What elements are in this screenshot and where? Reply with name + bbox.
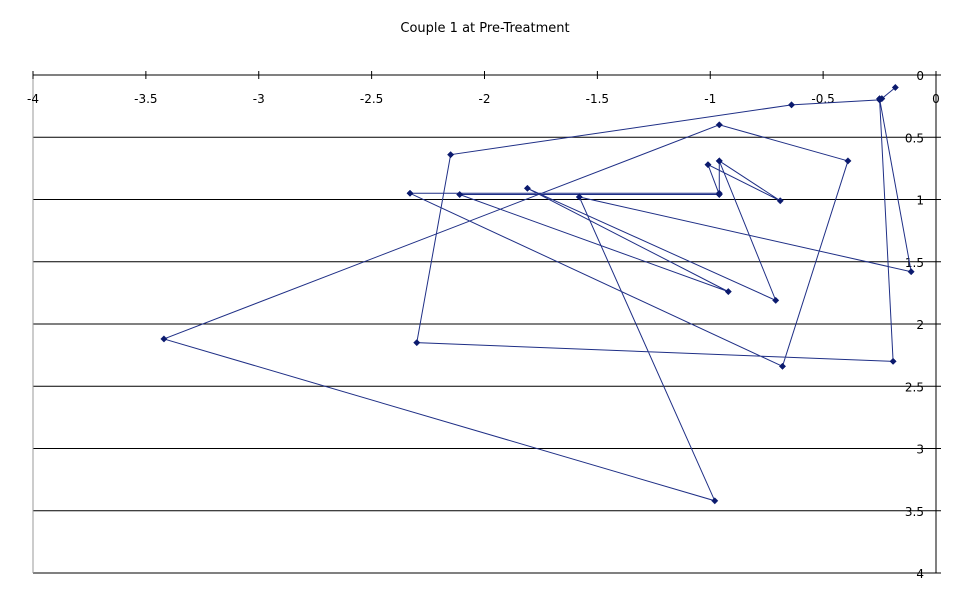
data-point (406, 189, 414, 197)
data-point (715, 190, 723, 199)
data-point (711, 497, 719, 505)
gridlines (33, 136, 936, 574)
x-tick-label: -2 (479, 92, 491, 106)
data-point (889, 357, 897, 365)
data-point (778, 362, 787, 370)
x-tick-label: -4 (27, 92, 39, 106)
x-tick-label: -2.5 (360, 92, 383, 106)
y-tick-label: 3.5 (905, 505, 924, 519)
data-point (787, 101, 796, 109)
x-tick-label: -3 (253, 92, 265, 106)
data-point (413, 339, 421, 347)
data-point (523, 184, 531, 192)
x-tick-label: -3.5 (134, 92, 157, 106)
y-tick-label: 1.5 (905, 256, 924, 270)
data-point (772, 296, 780, 304)
x-tick-labels: -4 -3.5 -3 -2.5 -2 -1.5 -1 -0.5 0 (27, 92, 940, 106)
data-point (160, 335, 168, 343)
series-line (162, 87, 912, 502)
data-point (715, 157, 723, 165)
y-tick-label: 0 (916, 69, 924, 83)
x-tick-label: -1.5 (586, 92, 609, 106)
data-point (891, 83, 899, 92)
data-point (704, 161, 712, 169)
data-point (715, 121, 723, 129)
y-tick-label: 0.5 (905, 131, 924, 145)
data-point (844, 157, 852, 165)
data-point (907, 268, 915, 276)
axes (32, 71, 941, 574)
chart-title: Couple 1 at Pre-Treatment (400, 21, 570, 36)
x-tick-label: 0 (932, 92, 940, 106)
y-tick-label: 4 (916, 567, 924, 581)
y-tick-labels: 0 0.5 1 1.5 2 2.5 3 3.5 4 (905, 69, 924, 581)
y-tick-label: 1 (916, 194, 924, 208)
x-tick-label: -1 (704, 92, 716, 106)
data-point (776, 197, 784, 205)
data-point (575, 193, 583, 201)
y-tick-label: 3 (916, 443, 924, 457)
data-point (447, 151, 455, 159)
data-point (876, 95, 884, 103)
y-tick-label: 2.5 (905, 380, 924, 394)
data-series (160, 83, 915, 505)
y-tick-label: 2 (916, 318, 924, 332)
data-point (456, 190, 464, 199)
data-point (724, 288, 732, 296)
